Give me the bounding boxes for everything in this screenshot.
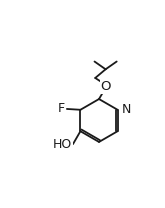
Text: O: O: [100, 80, 111, 93]
Text: N: N: [122, 103, 131, 116]
Text: HO: HO: [53, 137, 72, 151]
Text: F: F: [58, 103, 65, 115]
